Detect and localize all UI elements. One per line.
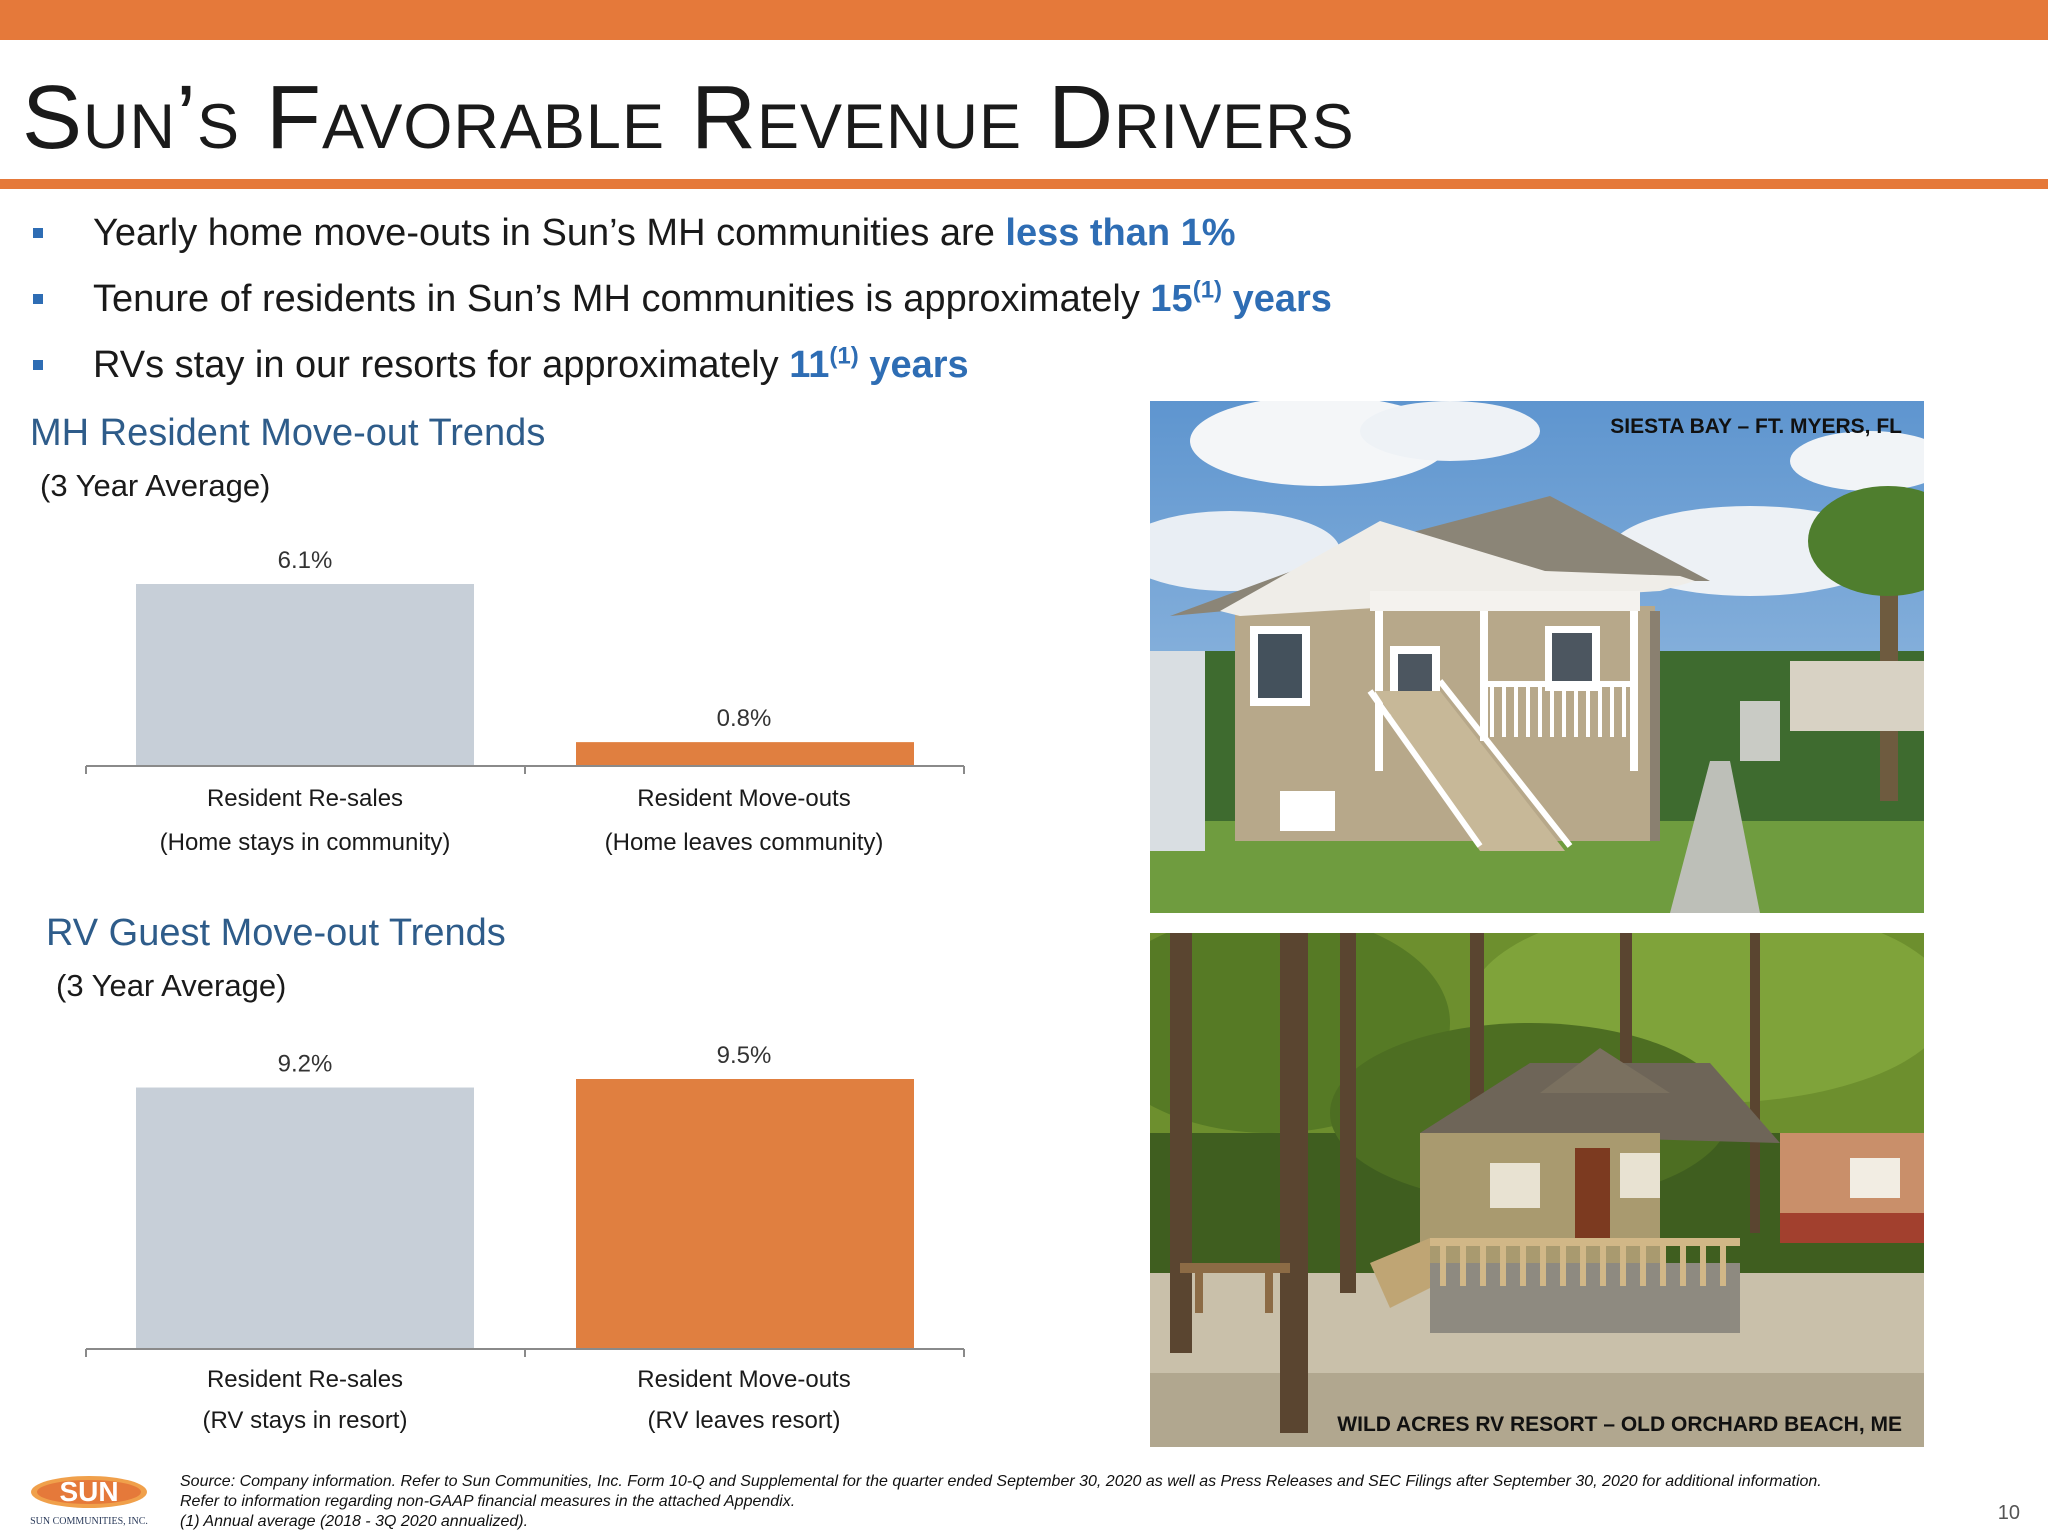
- footnotes: Source: Company information. Refer to Su…: [180, 1472, 1960, 1532]
- footnote-non-gaap: Refer to information regarding non-GAAP …: [180, 1493, 796, 1510]
- category-label: Resident Re-sales: [207, 785, 403, 812]
- rv-move-out-chart: 9.2% Resident Re-sales (RV stays in resort…: [0, 1020, 1100, 1460]
- bullet-tenure: Tenure of residents in Sun’s MH communit…: [30, 276, 1332, 342]
- mh-move-out-chart: 6.1% Resident Re-sales (Home stays in comm…: [0, 520, 1100, 880]
- page-number: 10: [1997, 1502, 2020, 1524]
- slide-title: Sun’s Favorable Revenue Drivers: [22, 68, 1355, 168]
- highlight-value: less than 1%: [1005, 212, 1236, 254]
- bar-move-outs: [576, 742, 914, 766]
- logo-tagline: SUN COMMUNITIES, INC.: [30, 1516, 148, 1527]
- bar-value-label: 0.8%: [717, 705, 772, 732]
- category-sublabel: (RV stays in resort): [203, 1407, 408, 1434]
- category-label: Resident Move-outs: [637, 785, 850, 812]
- key-points-list: Yearly home move-outs in Sun’s MH commun…: [30, 210, 1332, 408]
- bar-re-sales: [136, 584, 474, 766]
- footnote-ref: (1): [829, 342, 859, 370]
- category-label: Resident Move-outs: [637, 1366, 850, 1393]
- rv-cottage-illustration: [1150, 933, 1924, 1447]
- siesta-bay-caption: SIESTA BAY – FT. MYERS, FL: [1610, 415, 1902, 438]
- title-underline: [0, 179, 2048, 189]
- footnote-1: (1) Annual average (2018 - 3Q 2020 annua…: [180, 1513, 529, 1530]
- bullet-square-icon: [33, 294, 43, 304]
- footnote-ref: (1): [1192, 276, 1223, 304]
- bullet-rv-stay: RVs stay in our resorts for approximatel…: [30, 342, 1332, 408]
- bar-re-sales: [136, 1087, 474, 1349]
- bar-value-label: 9.5%: [717, 1042, 772, 1069]
- wild-acres-caption: WILD ACRES RV RESORT – OLD ORCHARD BEACH…: [1337, 1413, 1902, 1436]
- wild-acres-photo: WILD ACRES RV RESORT – OLD ORCHARD BEACH…: [1150, 933, 1924, 1447]
- category-sublabel: (Home stays in community): [160, 829, 451, 856]
- top-accent-bar: [0, 0, 2048, 40]
- bar-value-label: 6.1%: [278, 547, 333, 574]
- rv-move-out-chart-svg: 9.2% Resident Re-sales (RV stays in resort…: [85, 1042, 965, 1434]
- bar-move-outs: [576, 1079, 914, 1349]
- bullet-move-outs: Yearly home move-outs in Sun’s MH commun…: [30, 210, 1332, 276]
- rv-chart-subtitle: (3 Year Average): [56, 968, 287, 1003]
- mh-chart-title: MH Resident Move-out Trends: [30, 412, 546, 454]
- highlight-value: 15: [1150, 278, 1193, 320]
- logo-wordmark: SUN: [59, 1476, 118, 1507]
- rv-chart-title: RV Guest Move-out Trends: [46, 912, 506, 954]
- footnote-source: Source: Company information. Refer to Su…: [180, 1473, 1822, 1490]
- mh-chart-subtitle: (3 Year Average): [40, 468, 271, 503]
- highlight-value: 11: [789, 344, 830, 386]
- bullet-square-icon: [33, 228, 43, 238]
- sun-communities-logo: SUN SUN COMMUNITIES, INC.: [14, 1470, 164, 1530]
- category-sublabel: (Home leaves community): [605, 829, 884, 856]
- mh-move-out-chart-svg: 6.1% Resident Re-sales (Home stays in comm…: [85, 547, 965, 856]
- bullet-square-icon: [33, 360, 43, 370]
- siesta-bay-photo: SIESTA BAY – FT. MYERS, FL: [1150, 401, 1924, 913]
- sun-logo-icon: SUN SUN COMMUNITIES, INC.: [30, 1476, 148, 1527]
- category-sublabel: (RV leaves resort): [648, 1407, 841, 1434]
- bar-value-label: 9.2%: [278, 1051, 333, 1078]
- category-label: Resident Re-sales: [207, 1366, 403, 1393]
- manufactured-home-illustration: [1150, 401, 1924, 913]
